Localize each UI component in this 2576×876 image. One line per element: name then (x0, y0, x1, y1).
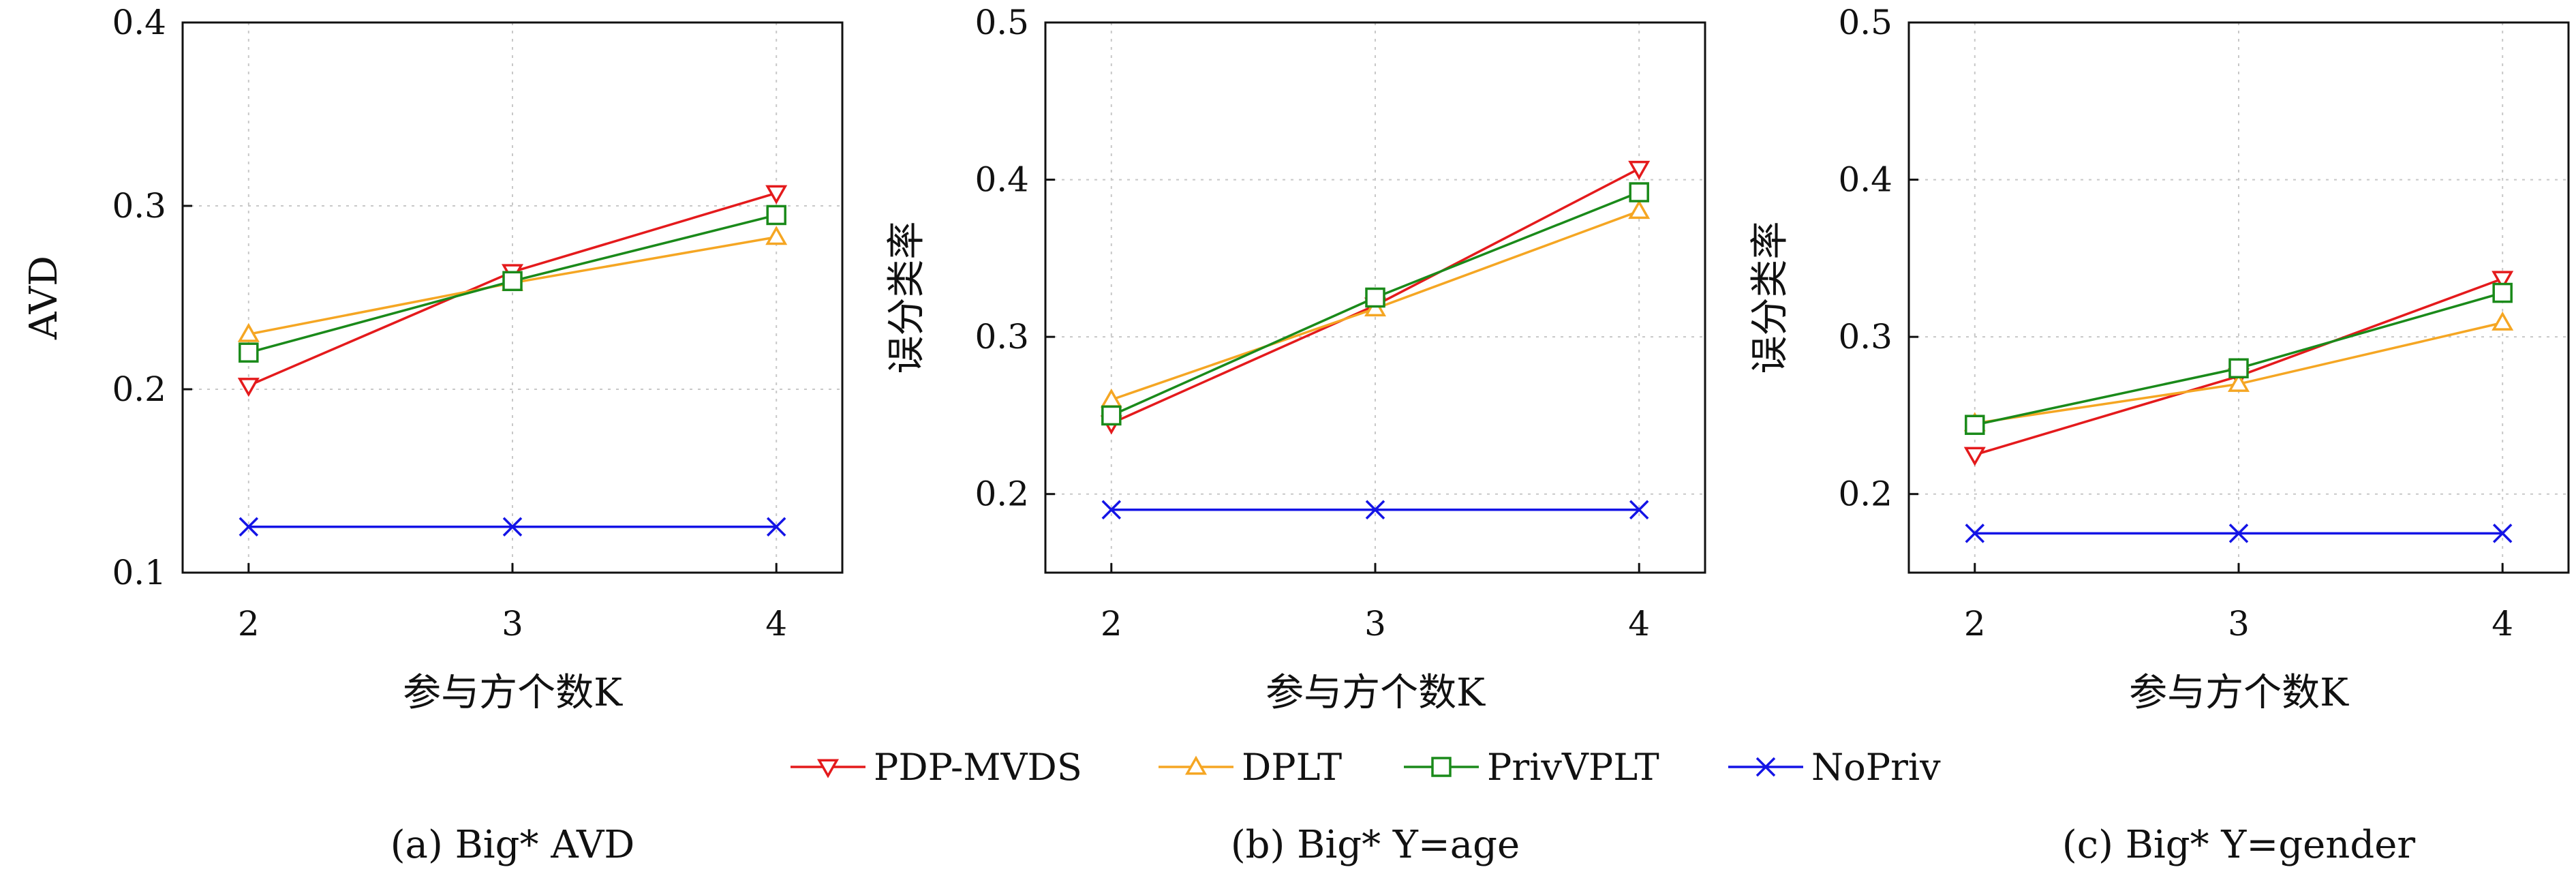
legend: PDP-MVDS DPLT PrivVPLT NoPriv (791, 746, 1941, 789)
data-point (2491, 311, 2514, 331)
x-axis-label: 参与方个数K (403, 671, 623, 715)
panel-caption: (c) Big* Y=gender (2062, 823, 2416, 867)
x-tick-label: 4 (1628, 604, 1650, 644)
y-tick-label: 0.4 (1838, 160, 1892, 200)
chart-panel-2: 0.2 0.3 0.4 0.5 2 3 4 参与方个数K 误分类率 (b) Big* Y=age (885, 3, 1706, 867)
data-point (1101, 500, 1122, 520)
panel-caption: (a) Big* AVD (390, 823, 635, 867)
data-point (1365, 500, 1385, 520)
data-point (2492, 282, 2513, 303)
y-tick-label: 0.5 (1838, 3, 1892, 42)
y-tick-label: 0.2 (1838, 474, 1892, 514)
y-axis-label: 误分类率 (885, 222, 929, 374)
data-point (502, 517, 523, 537)
series-privvplt (1965, 282, 2513, 436)
x-tick-label: 2 (238, 604, 260, 644)
series-privvplt (1101, 182, 1649, 426)
y-tick-label: 0.2 (975, 474, 1029, 514)
data-point (1629, 182, 1649, 202)
series-privvplt (239, 205, 786, 363)
y-tick-label: 0.3 (1838, 317, 1892, 357)
data-point (239, 342, 259, 363)
series-nopriv (1101, 500, 1649, 520)
data-point (1101, 405, 1122, 426)
data-point (1628, 200, 1651, 220)
y-tick-label: 0.3 (112, 186, 166, 226)
data-point (2228, 524, 2249, 543)
panel-caption: (b) Big* Y=age (1231, 823, 1520, 867)
legend-item-dplt: DPLT (1159, 746, 1342, 789)
legend-item-nopriv: NoPriv (1728, 746, 1941, 789)
legend-label: NoPriv (1811, 746, 1941, 789)
data-point (237, 378, 260, 397)
data-point (1365, 287, 1385, 308)
x-tick-label: 2 (1101, 604, 1122, 644)
data-point (1628, 160, 1651, 180)
data-point (766, 205, 786, 226)
data-point (2227, 372, 2250, 392)
legend-marker (1184, 755, 1208, 775)
data-point (1963, 447, 1986, 466)
data-point (237, 322, 260, 342)
y-tick-label: 0.2 (112, 369, 166, 409)
y-axis-label: 误分类率 (1748, 222, 1792, 374)
x-tick-label: 4 (2491, 604, 2513, 644)
data-point (2491, 271, 2514, 290)
data-point (2492, 524, 2513, 543)
y-tick-label: 0.1 (112, 553, 166, 592)
x-tick-label: 2 (1964, 604, 1986, 644)
data-point (502, 271, 523, 292)
x-tick-label: 4 (765, 604, 787, 644)
legend-marker (816, 759, 840, 779)
legend-item-privvplt: PrivVPLT (1404, 746, 1659, 789)
data-point (1965, 414, 1985, 436)
series-nopriv (239, 517, 786, 537)
y-tick-label: 0.4 (975, 160, 1029, 200)
series-nopriv (1965, 524, 2513, 543)
data-point (1965, 524, 1985, 543)
x-axis-label: 参与方个数K (1266, 671, 1486, 715)
legend-label: PrivVPLT (1487, 746, 1659, 789)
data-point (2228, 358, 2249, 379)
x-axis-label: 参与方个数K (2129, 671, 2349, 715)
data-point (765, 226, 788, 245)
x-tick-label: 3 (2228, 604, 2250, 644)
data-point (766, 517, 786, 537)
legend-label: PDP-MVDS (874, 746, 1082, 789)
chart-panel-1: 0.1 0.2 0.3 0.4 2 3 4 参与方个数K AVD (a) Big* AVD (22, 3, 844, 867)
x-tick-label: 3 (502, 604, 523, 644)
y-axis-label: AVD (22, 256, 66, 340)
data-point (1629, 500, 1649, 520)
y-tick-label: 0.4 (112, 3, 166, 42)
y-tick-label: 0.3 (975, 317, 1029, 357)
x-tick-label: 3 (1364, 604, 1386, 644)
legend-marker (1755, 757, 1776, 777)
y-tick-label: 0.5 (975, 3, 1029, 42)
data-point (765, 185, 788, 205)
chart-panel-3: 0.2 0.3 0.4 0.5 2 3 4 参与方个数K 误分类率 (c) Big* Y=gend… (1748, 3, 2570, 867)
legend-marker (1431, 757, 1452, 777)
legend-label: DPLT (1242, 746, 1342, 789)
data-point (239, 517, 259, 537)
legend-item-pdp-mvds: PDP-MVDS (791, 746, 1082, 789)
